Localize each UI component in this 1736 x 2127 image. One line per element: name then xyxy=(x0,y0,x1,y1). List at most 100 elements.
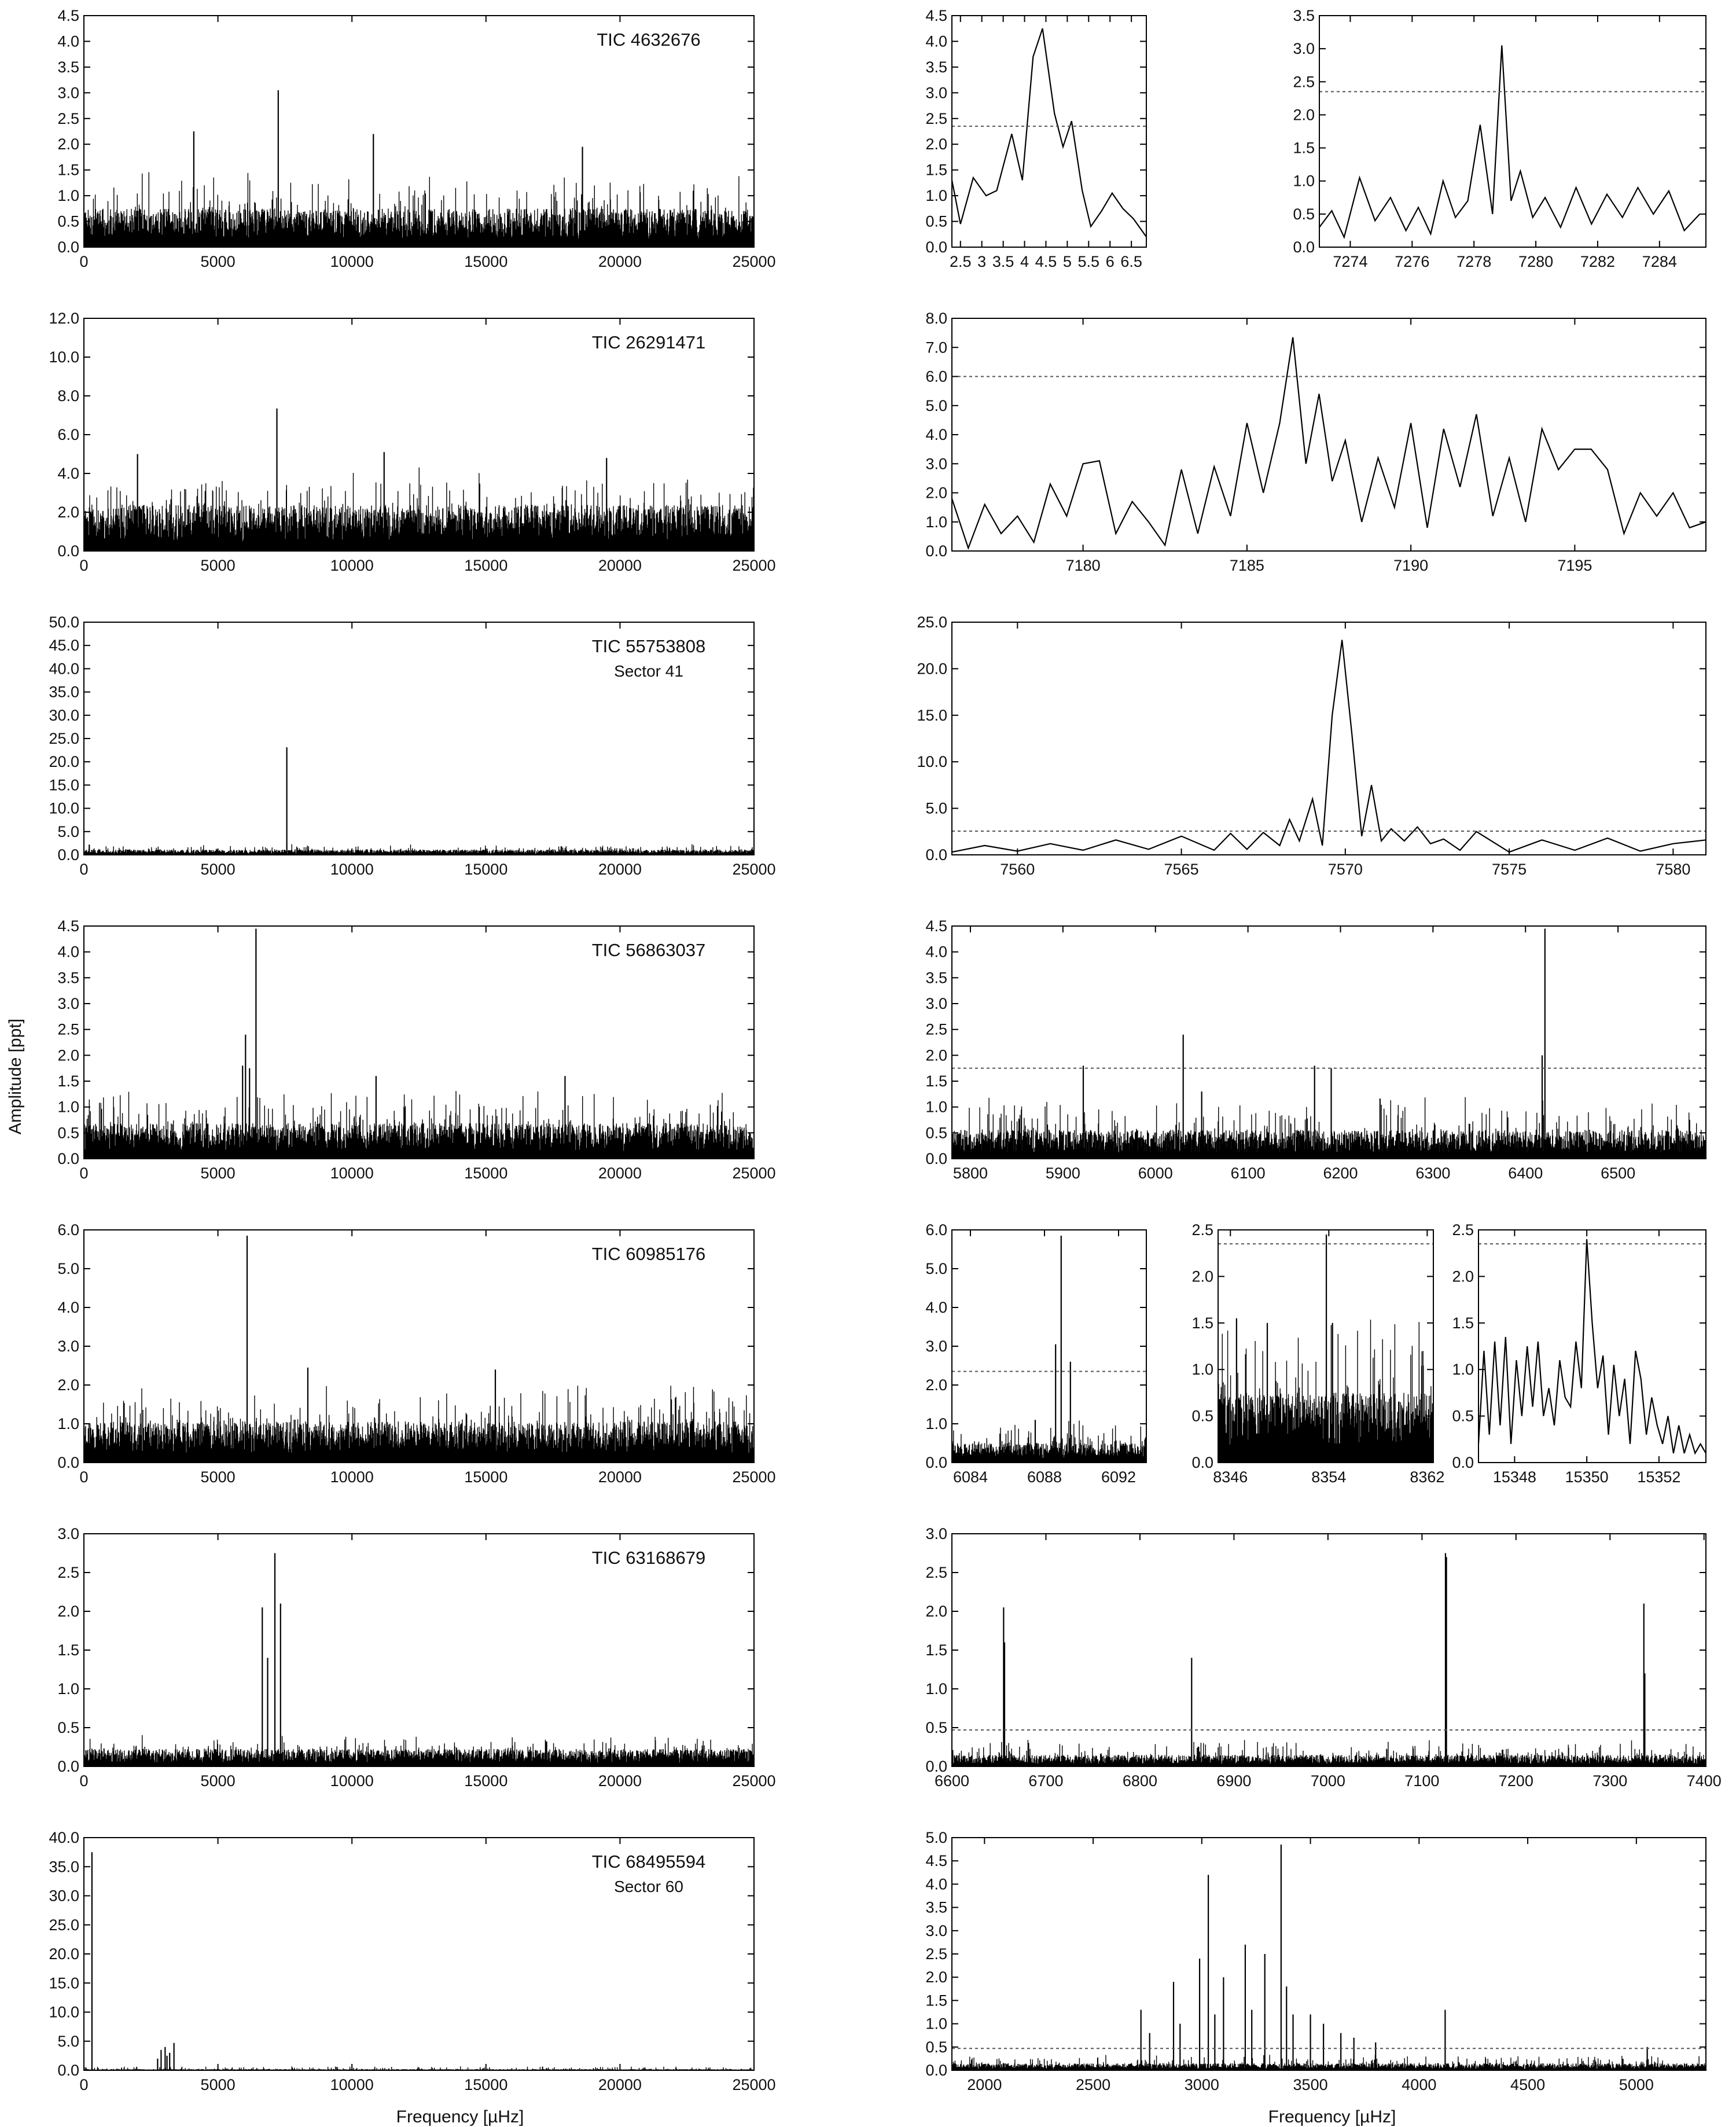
x-tick-label: 15000 xyxy=(464,557,507,574)
y-tick-label: 15.0 xyxy=(49,776,79,794)
series-trace xyxy=(83,1735,755,1766)
panel-p1-full: 0 5000 10000 15000 20000 25000 0.0 0.5 1.0 1.5 2.0… xyxy=(57,7,775,270)
x-tick-label: 5000 xyxy=(201,1164,236,1182)
x-tick-label: 7190 xyxy=(1393,557,1428,574)
x-tick-label: 15350 xyxy=(1565,1468,1609,1486)
y-tick-label: 4.5 xyxy=(57,7,79,24)
series-trace xyxy=(951,337,1706,550)
panel-p2-full: 0 5000 10000 15000 20000 25000 0.0 2.0 4.0 6.0 8.0… xyxy=(49,310,775,574)
y-tick-label: 2.5 xyxy=(1191,1221,1213,1239)
y-tick-label: 10.0 xyxy=(917,753,947,770)
y-tick-label: 1.0 xyxy=(925,187,947,204)
y-tick-label: 2.0 xyxy=(925,1046,947,1064)
y-tick-label: 2.0 xyxy=(57,1046,79,1064)
y-tick-label: 25.0 xyxy=(49,1916,79,1934)
y-tick-label: 12.0 xyxy=(49,310,79,327)
y-tick-label: 3.0 xyxy=(925,455,947,472)
target-label: TIC 60985176 xyxy=(592,1244,705,1264)
y-tick-label: 4.0 xyxy=(925,426,947,443)
x-tick-label: 7575 xyxy=(1492,861,1527,878)
y-tick-label: 2.0 xyxy=(1293,106,1315,123)
y-tick-label: 1.5 xyxy=(1191,1314,1213,1332)
x-tick-label: 2000 xyxy=(967,2076,1002,2093)
y-tick-label: 0.0 xyxy=(925,1454,947,1471)
y-tick-label: 5.0 xyxy=(57,2033,79,2050)
y-tick-label: 3.0 xyxy=(925,1338,947,1355)
y-tick-label: 1.5 xyxy=(925,1072,947,1090)
plot-frame xyxy=(83,925,755,1159)
target-label: TIC 63168679 xyxy=(592,1548,705,1568)
y-tick-label: 10.0 xyxy=(49,2004,79,2021)
y-tick-label: 4.0 xyxy=(925,1299,947,1316)
x-tick-label: 3 xyxy=(977,253,986,270)
series-trace xyxy=(83,467,755,551)
x-tick-label: 7000 xyxy=(1311,1772,1345,1790)
x-tick-label: 6900 xyxy=(1216,1772,1251,1790)
x-tick-label: 7195 xyxy=(1557,557,1592,574)
x-tick-label: 25000 xyxy=(732,253,775,270)
x-tick-label: 5000 xyxy=(201,861,236,878)
x-tick-label: 4500 xyxy=(1510,2076,1545,2093)
plot-frame xyxy=(951,15,1147,248)
y-tick-label: 3.0 xyxy=(57,84,79,101)
panel-p3-zoom: 7560 7565 7570 7575 7580 0.0 5.0 10.0 15.0 20.0 25… xyxy=(917,614,1706,878)
y-tick-label: 1.0 xyxy=(57,1415,79,1432)
y-tick-label: 0.0 xyxy=(925,542,947,560)
x-tick-label: 6100 xyxy=(1231,1164,1266,1182)
series-trace xyxy=(83,1386,755,1463)
x-tick-label: 15348 xyxy=(1493,1468,1536,1486)
plot-frame xyxy=(1218,1229,1434,1463)
y-tick-label: 1.0 xyxy=(925,1099,947,1116)
y-tick-label: 0.0 xyxy=(57,238,79,256)
y-tick-label: 1.0 xyxy=(925,1415,947,1432)
x-tick-label: 7300 xyxy=(1592,1772,1627,1790)
series-trace xyxy=(951,2055,1706,2070)
x-tick-label: 6200 xyxy=(1323,1164,1358,1182)
sector-label: Sector 41 xyxy=(614,662,683,680)
plot-frame xyxy=(951,318,1706,552)
x-tick-label: 5800 xyxy=(953,1164,988,1182)
panel-p4-full: 0 5000 10000 15000 20000 25000 0.0 0.5 1.0 1.5 2.0… xyxy=(57,917,775,1182)
y-tick-label: 3.5 xyxy=(1293,7,1315,24)
series-trace xyxy=(951,640,1706,853)
x-tick-label: 6088 xyxy=(1027,1468,1062,1486)
x-tick-label: 5000 xyxy=(201,557,236,574)
y-tick-label: 1.0 xyxy=(925,2015,947,2033)
y-tick-label: 5.0 xyxy=(925,800,947,817)
x-tick-label: 25000 xyxy=(732,861,775,878)
y-tick-label: 3.0 xyxy=(57,995,79,1012)
x-tick-label: 7180 xyxy=(1066,557,1101,574)
y-tick-label: 0.0 xyxy=(1191,1454,1213,1471)
y-tick-label: 2.0 xyxy=(1452,1268,1474,1285)
y-tick-label: 5.0 xyxy=(925,397,947,414)
x-tick-label: 7284 xyxy=(1642,253,1677,270)
y-tick-label: 3.0 xyxy=(925,1922,947,1939)
y-tick-label: 3.5 xyxy=(57,969,79,986)
y-tick-label: 4.5 xyxy=(57,917,79,935)
x-tick-label: 0 xyxy=(79,253,88,270)
y-tick-label: 10.0 xyxy=(49,348,79,366)
y-tick-label: 0.5 xyxy=(925,2038,947,2056)
panel-p1-zoomB: 7274 7276 7278 7280 7282 7284 0.0 0.5 1.0 1.5 2.0 2… xyxy=(1293,7,1706,270)
x-tick-label: 0 xyxy=(79,1468,88,1486)
x-tick-label: 6400 xyxy=(1508,1164,1543,1182)
series-trace xyxy=(951,1740,1706,1766)
y-tick-label: 4.0 xyxy=(57,465,79,482)
y-tick-label: 3.5 xyxy=(925,1899,947,1916)
y-tick-label: 2.0 xyxy=(925,484,947,502)
x-tick-label: 10000 xyxy=(330,557,374,574)
panel-p5-zoomA: 6084 6088 6092 0.0 1.0 2.0 3.0 4.0 5.0 6.0 xyxy=(925,1221,1147,1486)
target-label: TIC 56863037 xyxy=(592,940,705,960)
plot-frame xyxy=(83,1229,755,1463)
y-tick-label: 0.0 xyxy=(925,238,947,256)
y-tick-label: 35.0 xyxy=(49,684,79,701)
x-tick-label: 6084 xyxy=(953,1468,988,1486)
x-tick-label: 20000 xyxy=(598,253,642,270)
x-tick-label: 15000 xyxy=(464,1468,507,1486)
x-tick-label: 15000 xyxy=(464,861,507,878)
x-tick-label: 7280 xyxy=(1518,253,1553,270)
x-tick-label: 6.5 xyxy=(1120,253,1142,270)
series-trace xyxy=(83,172,755,247)
y-tick-label: 4.0 xyxy=(925,32,947,50)
